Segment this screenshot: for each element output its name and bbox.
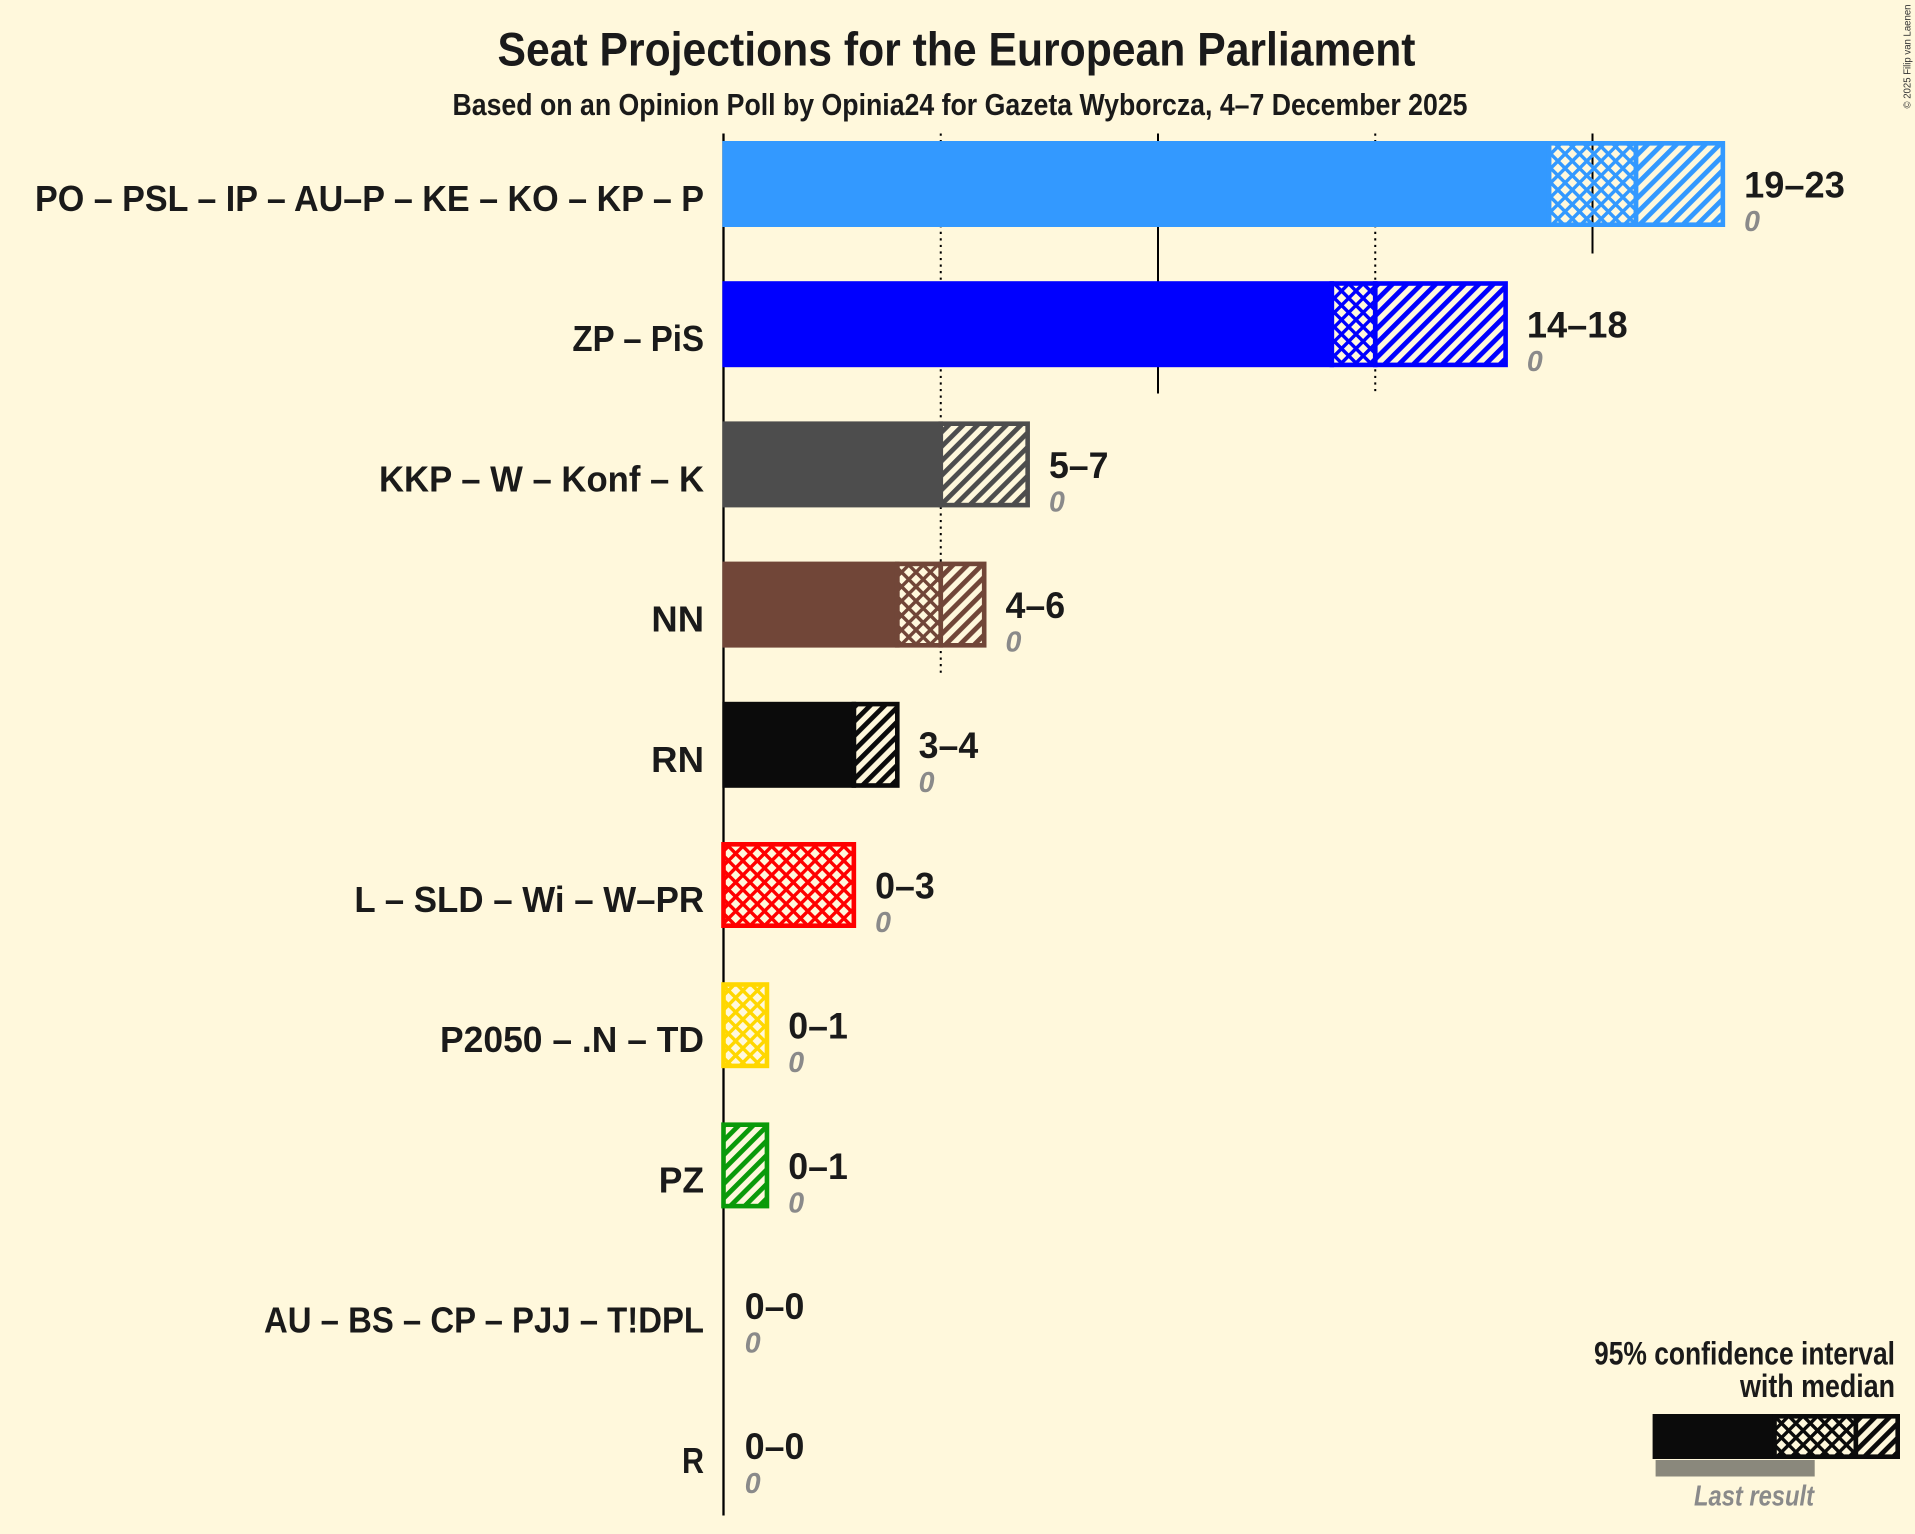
svg-text:NN: NN xyxy=(651,599,704,640)
svg-text:0–1: 0–1 xyxy=(788,1146,848,1187)
svg-text:L – SLD – Wi – W–PR: L – SLD – Wi – W–PR xyxy=(354,879,704,920)
svg-text:0–1: 0–1 xyxy=(788,1006,848,1047)
svg-text:with median: with median xyxy=(1739,1368,1895,1404)
svg-text:0: 0 xyxy=(1006,627,1022,659)
svg-text:0: 0 xyxy=(919,767,935,799)
svg-text:PZ: PZ xyxy=(659,1159,704,1200)
svg-text:P2050 – .N – TD: P2050 – .N – TD xyxy=(440,1019,704,1060)
svg-text:KKP – W – Konf – K: KKP – W – Konf – K xyxy=(379,458,704,499)
svg-text:© 2025 Filip van Laenen: © 2025 Filip van Laenen xyxy=(1903,5,1914,109)
svg-text:0: 0 xyxy=(1049,486,1065,518)
svg-text:0: 0 xyxy=(1527,346,1543,378)
svg-text:4–6: 4–6 xyxy=(1006,585,1066,626)
svg-text:0–3: 0–3 xyxy=(875,865,935,906)
svg-text:19–23: 19–23 xyxy=(1744,164,1845,205)
svg-text:0: 0 xyxy=(1744,206,1760,238)
svg-text:14–18: 14–18 xyxy=(1527,305,1628,346)
svg-text:PO – PSL – IP – AU–P – KE – KO: PO – PSL – IP – AU–P – KE – KO – KP – P xyxy=(35,178,704,219)
svg-text:0–0: 0–0 xyxy=(745,1286,805,1327)
svg-text:0: 0 xyxy=(788,1187,804,1219)
svg-text:5–7: 5–7 xyxy=(1049,445,1109,486)
svg-text:AU – BS – CP – PJJ – T!DPL: AU – BS – CP – PJJ – T!DPL xyxy=(264,1300,704,1341)
svg-text:0: 0 xyxy=(788,1047,804,1079)
svg-text:3–4: 3–4 xyxy=(919,725,979,766)
svg-text:95% confidence interval: 95% confidence interval xyxy=(1594,1336,1895,1372)
svg-text:Last result: Last result xyxy=(1694,1480,1815,1512)
svg-text:0–0: 0–0 xyxy=(745,1426,805,1467)
svg-text:ZP – PiS: ZP – PiS xyxy=(572,318,704,359)
svg-text:0: 0 xyxy=(745,1468,761,1500)
svg-text:Based on an Opinion Poll by Op: Based on an Opinion Poll by Opinia24 for… xyxy=(453,88,1468,122)
svg-text:0: 0 xyxy=(745,1328,761,1360)
svg-text:RN: RN xyxy=(651,739,704,780)
svg-text:0: 0 xyxy=(875,907,891,939)
svg-text:Seat Projections for the Europ: Seat Projections for the European Parlia… xyxy=(498,23,1416,76)
svg-text:R: R xyxy=(682,1440,704,1481)
